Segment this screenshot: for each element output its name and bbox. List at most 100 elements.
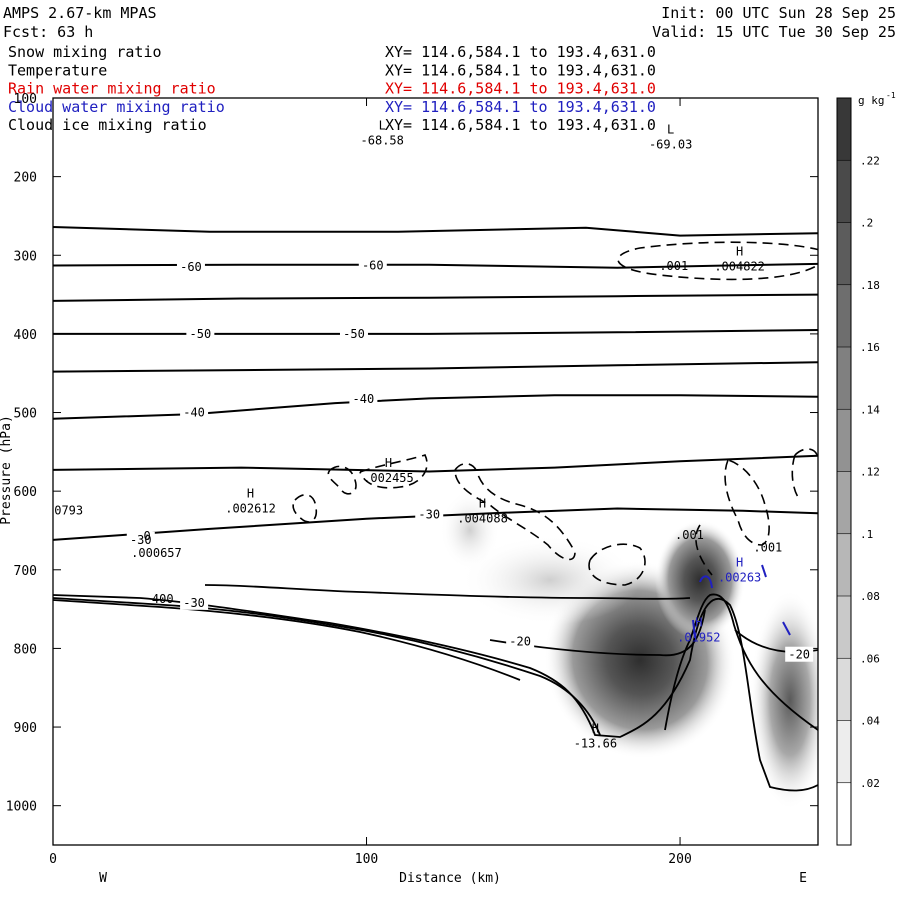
cloud-water-contours bbox=[692, 564, 791, 639]
field-xy: XY= 114.6,584.1 to 193.4,631.0 bbox=[385, 80, 656, 98]
extremum-value: -68.58 bbox=[361, 133, 404, 147]
plot-frame bbox=[52, 97, 819, 846]
colorbar-unit: g kg bbox=[858, 94, 885, 107]
isotherm-label: -40 bbox=[183, 406, 205, 420]
field-name: Temperature bbox=[8, 61, 107, 79]
y-tick-label: 400 bbox=[14, 328, 37, 343]
contour-value-label: 0793 bbox=[54, 504, 83, 518]
mixing-ratio-shading bbox=[440, 490, 818, 810]
y-tick-label: 100 bbox=[14, 92, 37, 107]
isotherm-line bbox=[53, 226, 818, 237]
isotherm-label: -30 bbox=[183, 596, 205, 610]
colorbar-swatch bbox=[837, 533, 851, 596]
extremum-value: .00263 bbox=[718, 571, 761, 585]
label-bg bbox=[349, 391, 378, 407]
dashed-contours bbox=[292, 241, 818, 586]
label-bg bbox=[506, 633, 535, 649]
label-bg bbox=[180, 404, 209, 420]
cloud-water-contour-2 bbox=[692, 619, 696, 639]
dashed-blob-5 bbox=[292, 493, 318, 523]
y-tick-label: 900 bbox=[14, 721, 37, 736]
label-bg bbox=[176, 259, 205, 275]
x-axis-label: Distance (km) bbox=[399, 871, 501, 886]
extremum-marker: H bbox=[479, 497, 486, 511]
west-label: W bbox=[99, 871, 107, 886]
colorbar-swatch bbox=[837, 409, 851, 472]
x-tick-label: 0 bbox=[49, 852, 57, 867]
isotherm-line bbox=[53, 293, 818, 302]
contour-value-label: 400 bbox=[152, 592, 174, 606]
extremum-marker: H bbox=[247, 486, 254, 500]
terrain-contour-4 bbox=[204, 584, 691, 600]
shade-west-plume bbox=[440, 490, 500, 570]
colorbar: .02 .04 .06 .08 .1 .12 .14 .16 .18 .2 .22 g kg -1 bbox=[836, 91, 896, 846]
contour-value-label: .000657 bbox=[131, 546, 182, 560]
y-tick-label: 1000 bbox=[6, 800, 37, 815]
field-name: Cloud water mixing ratio bbox=[8, 98, 225, 116]
isotherm-label: -30 bbox=[418, 508, 440, 522]
extremum-marker: H bbox=[736, 244, 743, 258]
isotherm-label: -20 bbox=[509, 634, 531, 648]
colorbar-swatch bbox=[837, 222, 851, 285]
colorbar-swatch bbox=[837, 284, 851, 347]
mountain-contour bbox=[664, 593, 818, 731]
colorbar-swatch bbox=[837, 720, 851, 783]
extremum-marker: H bbox=[385, 456, 392, 470]
extremum-value: .004088 bbox=[457, 512, 508, 526]
cloud-water-contour-4 bbox=[761, 564, 767, 578]
field-name: Rain water mixing ratio bbox=[8, 80, 216, 98]
shade-east-core bbox=[750, 590, 818, 810]
east-label: E bbox=[799, 871, 807, 886]
terrain-contour-2 bbox=[53, 597, 601, 736]
extremum-marker: L bbox=[667, 122, 674, 136]
colorbar-unit-exponent: -1 bbox=[886, 91, 896, 100]
colorbar-swatch bbox=[837, 596, 851, 659]
colorbar-swatch bbox=[837, 347, 851, 410]
colorbar-swatch bbox=[837, 98, 851, 161]
contour-value-label: .001 bbox=[659, 259, 688, 273]
y-axis-label: Pressure (hPa) bbox=[0, 415, 14, 525]
colorbar-label: .22 bbox=[860, 154, 880, 167]
isotherm-label: -30 bbox=[130, 533, 152, 547]
isotherm-label: -20 bbox=[788, 648, 810, 662]
label-bg bbox=[180, 594, 209, 610]
isotherm-label: -60 bbox=[180, 260, 202, 274]
cloud-water-contour-1 bbox=[699, 575, 713, 589]
extremum-marker: L bbox=[379, 118, 386, 132]
label-bg bbox=[186, 325, 215, 341]
terrain-contour-1 bbox=[53, 594, 818, 792]
isotherm-label: -50 bbox=[343, 327, 365, 341]
isotherm-label: -60 bbox=[362, 258, 384, 272]
valid-time: Valid: 15 UTC Tue 30 Sep 25 bbox=[652, 23, 896, 41]
colorbar-label: .2 bbox=[860, 217, 873, 230]
field-xy: XY= 114.6,584.1 to 193.4,631.0 bbox=[385, 116, 656, 134]
label-bg bbox=[785, 646, 814, 662]
dashed-column-2 bbox=[695, 524, 713, 576]
dashed-blob-1 bbox=[327, 465, 357, 495]
contour-value-label: 0 bbox=[143, 529, 150, 543]
model-title: AMPS 2.67-km MPAS bbox=[3, 4, 157, 22]
field-xy: XY= 114.6,584.1 to 193.4,631.0 bbox=[385, 61, 656, 79]
y-tick-label: 700 bbox=[14, 564, 37, 579]
field-name: Snow mixing ratio bbox=[8, 43, 162, 61]
forecast-hour: Fcst: 63 h bbox=[3, 23, 93, 41]
colorbar-label: .04 bbox=[860, 715, 880, 728]
colorbar-swatch bbox=[837, 471, 851, 534]
colorbar-label: .02 bbox=[860, 777, 880, 790]
field-name: Cloud ice mixing ratio bbox=[8, 116, 207, 134]
dashed-blob-4 bbox=[588, 543, 646, 586]
isotherm-line bbox=[53, 394, 818, 420]
isotherm-line bbox=[53, 262, 818, 269]
field-xy: XY= 114.6,584.1 to 193.4,631.0 bbox=[385, 98, 656, 116]
y-tick-label: 800 bbox=[14, 642, 37, 657]
isotherm-line bbox=[53, 361, 818, 373]
dashed-upper-ellipse bbox=[617, 241, 818, 281]
isotherm-label: -40 bbox=[353, 392, 375, 406]
x-tick-label: 100 bbox=[355, 852, 378, 867]
extremum-value: .002612 bbox=[225, 501, 276, 515]
extremum-marker: H bbox=[695, 615, 702, 629]
dashed-column bbox=[724, 459, 770, 546]
extremum-marker: H bbox=[736, 556, 743, 570]
y-tick-label: 500 bbox=[14, 407, 37, 422]
